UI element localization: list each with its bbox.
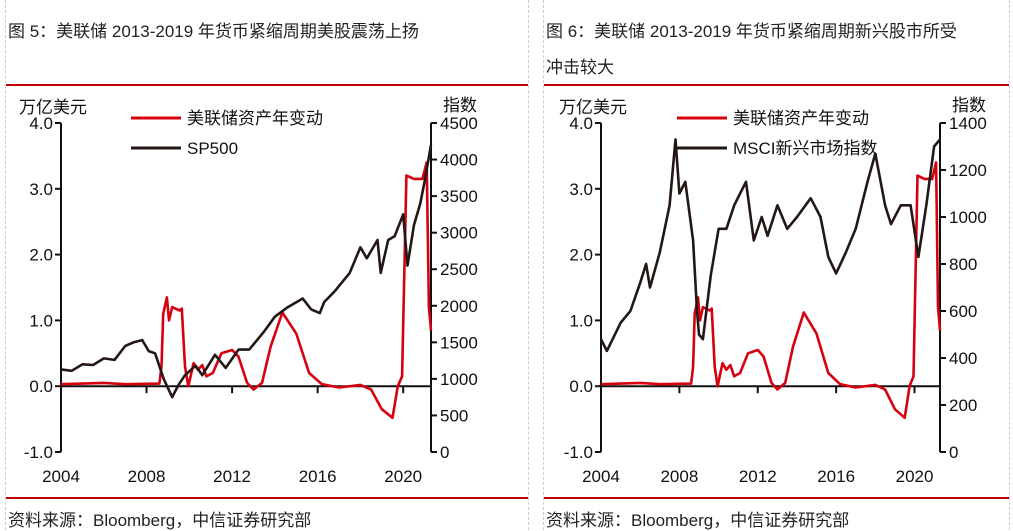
- right-tick-label: 600: [949, 302, 977, 321]
- x-tick-label: 2008: [660, 467, 698, 486]
- figure-6-chart: 4.0 3.0 2.0 1.0 0.0 -1.0 1400 1200 1000 800 600 400…: [559, 96, 987, 486]
- series-line-index: [599, 138, 941, 353]
- left-tick-label: 4.0: [569, 114, 593, 133]
- figure-6-source: 资料来源：Bloomberg，中信证券研究部: [546, 511, 850, 530]
- x-tick-label: 2004: [42, 467, 80, 486]
- x-tick-label: 2012: [739, 467, 777, 486]
- left-axis-label: 万亿美元: [559, 98, 627, 117]
- figure-6-title-line1: 图 6：美联储 2013-2019 年货币紧缩周期新兴股市所受: [546, 22, 957, 41]
- right-tick-label: 0: [440, 443, 449, 462]
- right-tick-label: 3500: [440, 187, 478, 206]
- legend-label: 美联储资产年变动: [187, 109, 323, 128]
- right-tick-label: 1200: [949, 161, 987, 180]
- series-line-index: [60, 144, 433, 399]
- right-tick-label: 2000: [440, 297, 478, 316]
- right-tick-label: 1400: [949, 114, 987, 133]
- figure-5-chart: 4.0 3.0 2.0 1.0 0.0 -1.0 4500 4000 3500 3000 2500 2…: [19, 96, 478, 486]
- right-tick-label: 200: [949, 396, 977, 415]
- right-tick-label: 1500: [440, 333, 478, 352]
- legend-label: 美联储资产年变动: [733, 109, 869, 128]
- x-tick-label: 2008: [128, 467, 166, 486]
- left-tick-label: 0.0: [29, 377, 53, 396]
- figure-5-title: 图 5：美联储 2013-2019 年货币紧缩周期美股震荡上扬: [8, 22, 419, 41]
- right-tick-label: 4000: [440, 151, 478, 170]
- right-tick-label: 3000: [440, 224, 478, 243]
- right-tick-label: 400: [949, 349, 977, 368]
- bottom-divider: [6, 497, 528, 499]
- right-tick-label: 1000: [949, 208, 987, 227]
- series-line-fed-assets: [60, 161, 433, 420]
- right-axis-label: 指数: [952, 96, 986, 115]
- x-tick-label: 2004: [582, 467, 620, 486]
- legend-label: SP500: [187, 139, 238, 158]
- left-axis-label: 万亿美元: [19, 98, 87, 117]
- figure-5-source: 资料来源：Bloomberg，中信证券研究部: [8, 511, 312, 530]
- right-tick-label: 4500: [440, 114, 478, 133]
- figure-6-title: 图 6：美联储 2013-2019 年货币紧缩周期新兴股市所受 冲击较大: [546, 14, 957, 86]
- series-line-fed-assets: [600, 161, 942, 420]
- left-tick-label: 2.0: [29, 246, 53, 265]
- x-tick-label: 2020: [896, 467, 934, 486]
- left-tick-label: 1.0: [29, 311, 53, 330]
- left-tick-label: 2.0: [569, 246, 593, 265]
- top-divider: [544, 84, 1009, 86]
- right-tick-label: 800: [949, 255, 977, 274]
- left-tick-label: 3.0: [569, 180, 593, 199]
- right-tick-label: 1000: [440, 370, 478, 389]
- figure-6-title-line2: 冲击较大: [546, 58, 614, 77]
- bottom-divider: [544, 497, 1009, 499]
- x-tick-label: 2016: [817, 467, 855, 486]
- x-tick-label: 2016: [299, 467, 337, 486]
- left-tick-label: 1.0: [569, 311, 593, 330]
- left-tick-label: 3.0: [29, 180, 53, 199]
- top-divider: [6, 84, 528, 86]
- x-tick-label: 2012: [213, 467, 251, 486]
- legend-label: MSCI新兴市场指数: [733, 139, 878, 158]
- right-axis-label: 指数: [443, 96, 477, 115]
- left-tick-label: -1.0: [24, 443, 53, 462]
- left-tick-label: -1.0: [564, 443, 593, 462]
- right-tick-label: 500: [440, 406, 468, 425]
- left-tick-label: 0.0: [569, 377, 593, 396]
- figure-5-panel: 图 5：美联储 2013-2019 年货币紧缩周期美股震荡上扬 4.0 3.0 2.…: [5, 0, 529, 530]
- left-tick-label: 4.0: [29, 114, 53, 133]
- right-tick-label: 2500: [440, 260, 478, 279]
- x-tick-label: 2020: [384, 467, 422, 486]
- figure-6-panel: 图 6：美联储 2013-2019 年货币紧缩周期新兴股市所受 冲击较大 4.0…: [543, 0, 1010, 530]
- right-tick-label: 0: [949, 443, 958, 462]
